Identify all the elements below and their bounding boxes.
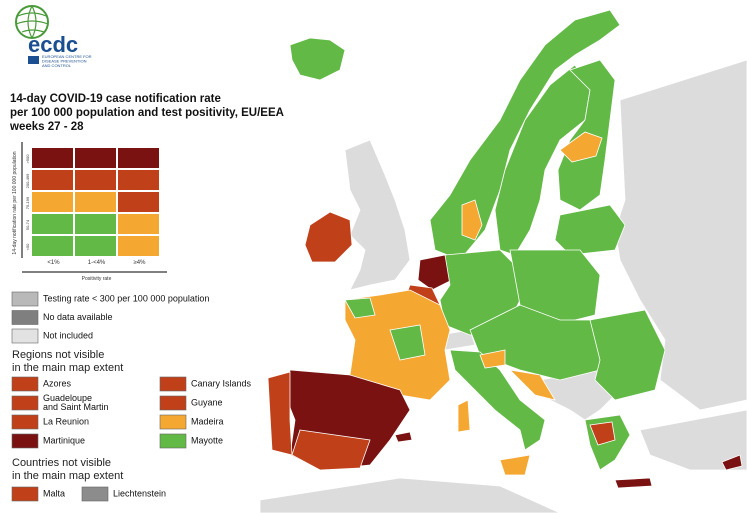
logo-subtitle: AND CONTROL	[42, 63, 72, 68]
logo-subtitle: DISEASE PREVENTION	[42, 59, 87, 64]
legend-label: La Reunion	[43, 416, 89, 426]
map-region	[639, 409, 747, 471]
eu-flag	[28, 56, 39, 64]
regions-heading: in the main map extent	[12, 362, 123, 374]
legend-swatch	[11, 433, 39, 449]
map-region	[449, 349, 546, 451]
matrix-cell	[75, 170, 116, 190]
x-level: 1-<4%	[88, 260, 106, 266]
y-level: 200-499	[25, 173, 30, 188]
map-region	[559, 131, 603, 163]
legend-swatch	[11, 395, 39, 411]
regions-heading: Regions not visible	[12, 349, 104, 361]
legend-swatch	[81, 486, 109, 502]
map-region	[499, 454, 531, 476]
legend-swatch	[159, 414, 187, 430]
legend-label: No data available	[43, 312, 113, 322]
map-region	[479, 349, 506, 369]
x-axis-label: Positivity rate	[82, 276, 112, 282]
x-level: <1%	[47, 260, 60, 266]
matrix-cell	[75, 214, 116, 234]
matrix-cell	[118, 192, 159, 212]
legend-swatch	[11, 291, 39, 307]
map	[259, 9, 747, 513]
legend-label: Not included	[43, 330, 93, 340]
matrix-cell	[118, 236, 159, 256]
matrix-cell	[75, 148, 116, 168]
title: per 100 000 population and test positivi…	[10, 107, 284, 119]
legend-swatch	[159, 395, 187, 411]
map-region	[589, 309, 666, 401]
title: weeks 27 - 28	[9, 121, 84, 133]
legend-label: Canary Islands	[191, 378, 252, 388]
legend-swatch	[11, 310, 39, 325]
y-level: 50-74	[25, 219, 30, 230]
matrix-cell	[32, 192, 73, 212]
countries-heading: in the main map extent	[12, 470, 123, 482]
legend-swatch	[159, 433, 187, 449]
map-region	[554, 204, 626, 256]
map-region	[267, 371, 293, 456]
matrix-cell	[75, 192, 116, 212]
legend-label: Liechtenstein	[113, 488, 166, 498]
countries-heading: Countries not visible	[12, 457, 111, 469]
legend-swatch	[159, 376, 187, 392]
map-region	[417, 254, 453, 291]
legend-label: Guyane	[191, 397, 223, 407]
legend-label: Testing rate < 300 per 100 000 populatio…	[43, 293, 209, 303]
y-level: >500	[25, 154, 30, 164]
legend-label: Azores	[43, 378, 72, 388]
matrix-cell	[32, 236, 73, 256]
legend-label: Mayotte	[191, 435, 223, 445]
x-level: ≥4%	[134, 260, 147, 266]
map-region	[344, 297, 376, 319]
logo-lines	[15, 5, 49, 39]
legend-swatch	[11, 376, 39, 392]
logo-subtitle: EUROPEAN CENTRE FOR	[42, 54, 92, 59]
logo-name: ecdc	[28, 32, 78, 57]
map-region	[394, 431, 413, 443]
legend-swatch	[11, 328, 39, 344]
y-level: 75-199	[25, 196, 30, 209]
matrix-cell	[118, 170, 159, 190]
legend-label: Guadeloupe	[43, 393, 92, 403]
matrix-cell	[118, 148, 159, 168]
y-axis-label: 14-day notification rate per 100 000 pop…	[12, 151, 18, 254]
legend-label: Madeira	[191, 416, 224, 426]
map-region	[389, 324, 426, 361]
matrix-cell	[32, 214, 73, 234]
map-region	[259, 477, 561, 513]
legend-label: Martinique	[43, 435, 85, 445]
matrix-cell	[118, 214, 159, 234]
title: 14-day COVID-19 case notification rate	[10, 93, 221, 105]
legend-swatch	[11, 486, 39, 502]
matrix-cell	[32, 148, 73, 168]
map-region	[289, 37, 346, 81]
y-level: <50	[25, 243, 30, 251]
map-region	[461, 199, 483, 241]
matrix-cell	[32, 170, 73, 190]
map-region	[291, 429, 371, 471]
legend-swatch	[11, 414, 39, 430]
legend-label: and Saint Martin	[43, 402, 109, 412]
map-region	[721, 454, 743, 471]
map-region	[457, 399, 471, 433]
matrix-cell	[75, 236, 116, 256]
map-region	[304, 211, 353, 263]
map-region	[614, 477, 653, 489]
map-region	[589, 421, 616, 446]
map-region	[508, 369, 556, 401]
legend-label: Malta	[43, 488, 65, 498]
map-region	[344, 139, 411, 291]
